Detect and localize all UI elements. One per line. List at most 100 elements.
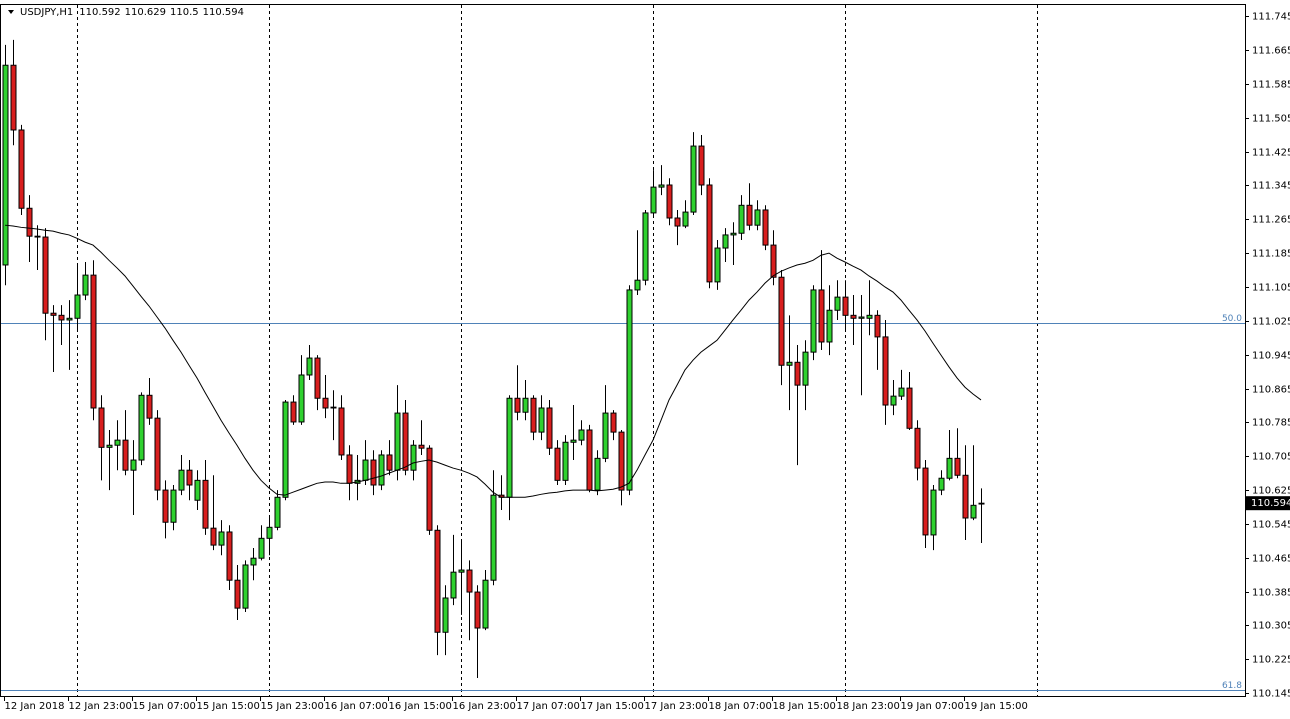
y-tick-label: 110.145	[1252, 689, 1290, 700]
candle-body	[226, 531, 233, 581]
candle-body	[778, 276, 785, 366]
candle-body	[546, 407, 553, 449]
candle-body	[98, 407, 105, 448]
candle-body	[634, 279, 641, 291]
candle-body	[34, 235, 41, 238]
candle-body	[802, 351, 809, 386]
y-tick-label: 110.465	[1252, 554, 1290, 565]
y-tick-label: 110.705	[1252, 452, 1290, 463]
price-box	[1246, 496, 1290, 511]
candle-body	[266, 526, 273, 539]
candle-body	[618, 431, 625, 491]
y-tick-label: 110.305	[1252, 621, 1290, 632]
candle-body	[322, 397, 329, 409]
candle-body	[810, 289, 817, 353]
last-open: 110.592	[79, 7, 120, 18]
y-tick-label: 111.185	[1252, 249, 1290, 260]
candle-body	[18, 129, 25, 209]
candle-body	[306, 357, 313, 376]
candle-body	[202, 479, 209, 529]
candle-body	[170, 489, 177, 523]
candle-body	[578, 429, 585, 441]
candle-body	[666, 184, 673, 219]
candle-body	[178, 469, 185, 491]
candle-body	[490, 494, 497, 581]
candle-body	[674, 217, 681, 227]
candle-body	[274, 496, 281, 528]
menu-arrow[interactable]	[8, 10, 14, 14]
candle-body	[826, 309, 833, 343]
candle-body	[706, 184, 713, 283]
candle-body	[850, 314, 857, 319]
day-separators	[77, 5, 1038, 696]
candle-body	[586, 429, 593, 491]
candle-body	[90, 274, 97, 409]
candle-body	[658, 184, 665, 188]
candle-body	[746, 204, 753, 226]
candle-body	[210, 527, 217, 546]
candle-body	[730, 232, 737, 236]
candle-body	[338, 407, 345, 456]
candle-body	[922, 467, 929, 536]
candle-body	[370, 459, 377, 486]
y-tick-label: 111.105	[1252, 283, 1290, 294]
candle-body	[314, 357, 321, 399]
candle-body	[938, 477, 945, 491]
x-tick-label: 19 Jan 07:00	[901, 701, 964, 712]
candle-body	[530, 397, 537, 433]
level-label: 50.0	[1222, 314, 1242, 324]
candle-body	[722, 234, 729, 249]
candle-body	[466, 569, 473, 593]
x-tick-label: 17 Jan 23:00	[645, 701, 708, 712]
candle-body	[418, 444, 425, 449]
candle-body	[946, 457, 953, 479]
candle-body	[234, 579, 241, 609]
candle-body	[538, 407, 545, 433]
y-tick-label: 110.385	[1252, 588, 1290, 599]
candle-body	[506, 397, 513, 498]
x-tick-label: 15 Jan 07:00	[133, 701, 196, 712]
x-tick-label: 16 Jan 07:00	[325, 701, 388, 712]
candle-body	[474, 591, 481, 629]
x-tick-label: 18 Jan 07:00	[709, 701, 772, 712]
candle-body	[258, 537, 265, 559]
candle-body	[522, 397, 529, 413]
x-tick-label: 17 Jan 07:00	[517, 701, 580, 712]
candle-body	[682, 211, 689, 227]
candle-body	[786, 361, 793, 366]
x-tick-label: 15 Jan 23:00	[261, 701, 324, 712]
candle-body	[602, 412, 609, 459]
x-tick-label: 17 Jan 15:00	[581, 701, 644, 712]
candle-body	[906, 387, 913, 429]
candle-body	[386, 454, 393, 471]
y-tick-label: 111.025	[1252, 317, 1290, 328]
candle-body	[554, 447, 561, 481]
candle-body	[2, 64, 9, 266]
candle-body	[858, 316, 865, 319]
y-tick-label: 111.505	[1252, 114, 1290, 125]
candle-body	[930, 489, 937, 536]
candle-body	[442, 597, 449, 633]
candle-body	[434, 529, 441, 633]
candle-body	[410, 444, 417, 471]
plot-frame	[0, 4, 1246, 697]
candle-body	[450, 571, 457, 599]
candle-body	[594, 457, 601, 491]
candle-body	[154, 417, 161, 491]
candle-body	[794, 361, 801, 386]
candle-body	[162, 489, 169, 523]
x-tick-label: 18 Jan 15:00	[773, 701, 836, 712]
candle-body	[186, 469, 193, 486]
candle-body	[130, 459, 137, 471]
candle-body	[394, 412, 401, 471]
candle-body	[698, 145, 705, 186]
candle-body	[426, 447, 433, 531]
y-tick-label: 111.265	[1252, 215, 1290, 226]
last-high: 110.629	[125, 7, 166, 18]
x-tick-label: 15 Jan 15:00	[197, 701, 260, 712]
candle-body	[562, 441, 569, 481]
candle-body	[642, 212, 649, 281]
candle-body	[378, 454, 385, 486]
candle-body	[882, 336, 889, 406]
